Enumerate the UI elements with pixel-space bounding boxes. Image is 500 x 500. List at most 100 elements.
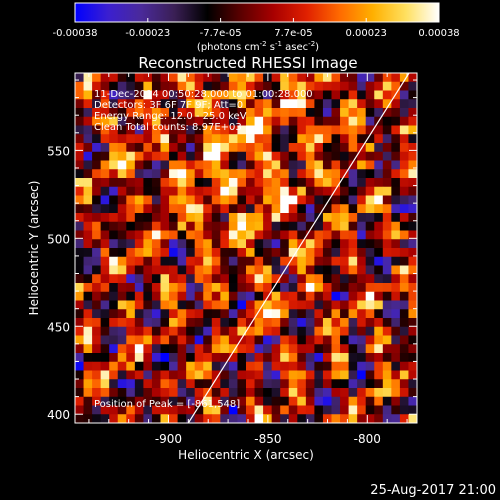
heatmap-cell bbox=[297, 90, 307, 100]
heatmap-cell bbox=[211, 125, 221, 135]
heatmap-cell bbox=[297, 73, 307, 83]
heatmap-cell bbox=[246, 204, 255, 214]
heatmap-cell bbox=[237, 151, 247, 161]
heatmap-cell bbox=[348, 160, 358, 170]
heatmap-cell bbox=[109, 160, 119, 170]
heatmap-cell bbox=[357, 396, 367, 406]
heatmap-cell bbox=[271, 361, 281, 371]
heatmap-cell bbox=[254, 414, 264, 423]
heatmap-cell bbox=[117, 160, 127, 170]
heatmap-cell bbox=[314, 221, 324, 231]
heatmap-cell bbox=[348, 116, 358, 126]
heatmap-cell bbox=[100, 388, 110, 398]
heatmap-cell bbox=[194, 151, 204, 161]
heatmap-cell bbox=[374, 134, 384, 144]
heatmap-cell bbox=[100, 151, 110, 161]
heatmap-cell bbox=[391, 221, 401, 231]
heatmap-cell bbox=[143, 309, 153, 319]
heatmap-cell bbox=[399, 370, 409, 380]
heatmap-cell bbox=[297, 221, 307, 231]
heatmap-cell bbox=[288, 195, 298, 205]
heatmap-cell bbox=[75, 396, 84, 406]
heatmap-cell bbox=[203, 90, 213, 100]
heatmap-cell bbox=[160, 239, 170, 249]
heatmap-cell bbox=[297, 414, 307, 423]
heatmap-cell bbox=[365, 248, 375, 258]
heatmap-cell bbox=[177, 221, 187, 231]
heatmap-cell bbox=[288, 169, 298, 179]
heatmap-cell bbox=[348, 265, 358, 275]
heatmap-cell bbox=[391, 169, 401, 179]
heatmap-cell bbox=[305, 396, 315, 406]
heatmap-cell bbox=[143, 195, 153, 205]
heatmap-cell bbox=[75, 405, 84, 415]
heatmap-cell bbox=[83, 248, 93, 258]
heatmap-cell bbox=[151, 405, 161, 415]
heatmap-cell bbox=[297, 361, 307, 371]
heatmap-cell bbox=[357, 309, 367, 319]
heatmap-cell bbox=[305, 274, 315, 284]
heatmap-cell bbox=[399, 221, 409, 231]
x-tick-label: -900 bbox=[155, 432, 182, 446]
heatmap-cell bbox=[211, 291, 221, 301]
colorbar-tick-label: 0.00038 bbox=[418, 28, 459, 39]
heatmap-cell bbox=[211, 169, 221, 179]
heatmap-cell bbox=[305, 300, 315, 310]
heatmap-cell bbox=[169, 414, 178, 423]
heatmap-cell bbox=[194, 81, 204, 91]
heatmap-cell bbox=[357, 73, 367, 83]
heatmap-cell bbox=[399, 186, 409, 196]
heatmap-cell bbox=[297, 186, 307, 196]
annotation-detectors: Detectors: 3F 6F 7F 9F; Att=0 bbox=[94, 100, 243, 111]
heatmap-cell bbox=[143, 344, 153, 354]
heatmap-cell bbox=[322, 405, 332, 415]
heatmap-cell bbox=[374, 256, 384, 266]
heatmap-cell bbox=[331, 265, 341, 275]
heatmap-cell bbox=[83, 326, 93, 336]
heatmap-cell bbox=[297, 291, 307, 301]
heatmap-cell bbox=[348, 256, 358, 266]
heatmap-cell bbox=[357, 388, 367, 398]
heatmap-cell bbox=[194, 318, 204, 328]
heatmap-cell bbox=[314, 178, 324, 188]
heatmap-cell bbox=[374, 143, 384, 153]
heatmap-cell bbox=[408, 73, 417, 83]
heatmap-cell bbox=[271, 291, 281, 301]
heatmap-cell bbox=[83, 204, 93, 214]
heatmap-cell bbox=[220, 239, 230, 249]
heatmap-cell bbox=[254, 134, 264, 144]
heatmap-cell bbox=[254, 318, 264, 328]
heatmap-cell bbox=[271, 274, 281, 284]
heatmap-cell bbox=[220, 414, 230, 423]
heatmap-cell bbox=[151, 326, 161, 336]
heatmap-cell bbox=[391, 204, 401, 214]
heatmap-cell bbox=[203, 81, 213, 91]
heatmap-cell bbox=[246, 169, 255, 179]
heatmap-cell bbox=[322, 169, 332, 179]
heatmap-cell bbox=[169, 344, 178, 354]
heatmap-cell bbox=[254, 353, 264, 363]
heatmap-cell bbox=[143, 300, 153, 310]
heatmap-cell bbox=[83, 90, 93, 100]
heatmap-cell bbox=[288, 353, 298, 363]
heatmap-cell bbox=[211, 73, 221, 83]
heatmap-cell bbox=[126, 221, 136, 231]
heatmap-cell bbox=[117, 99, 127, 109]
heatmap-cell bbox=[117, 143, 127, 153]
heatmap-cell bbox=[117, 379, 127, 389]
heatmap-cell bbox=[100, 283, 110, 293]
heatmap-cell bbox=[75, 361, 84, 371]
y-axis-label: Heliocentric Y (arcsec) bbox=[27, 181, 41, 316]
heatmap-cell bbox=[92, 186, 102, 196]
heatmap-cell bbox=[382, 151, 392, 161]
heatmap-cell bbox=[288, 265, 298, 275]
heatmap-cell bbox=[237, 326, 247, 336]
heatmap-cell bbox=[83, 151, 93, 161]
heatmap-cell bbox=[331, 195, 341, 205]
heatmap-cell bbox=[357, 405, 367, 415]
heatmap-cell bbox=[75, 143, 84, 153]
heatmap-cell bbox=[75, 335, 84, 345]
heatmap-cell bbox=[100, 353, 110, 363]
heatmap-cell bbox=[186, 309, 196, 319]
heatmap-cell bbox=[271, 414, 281, 423]
